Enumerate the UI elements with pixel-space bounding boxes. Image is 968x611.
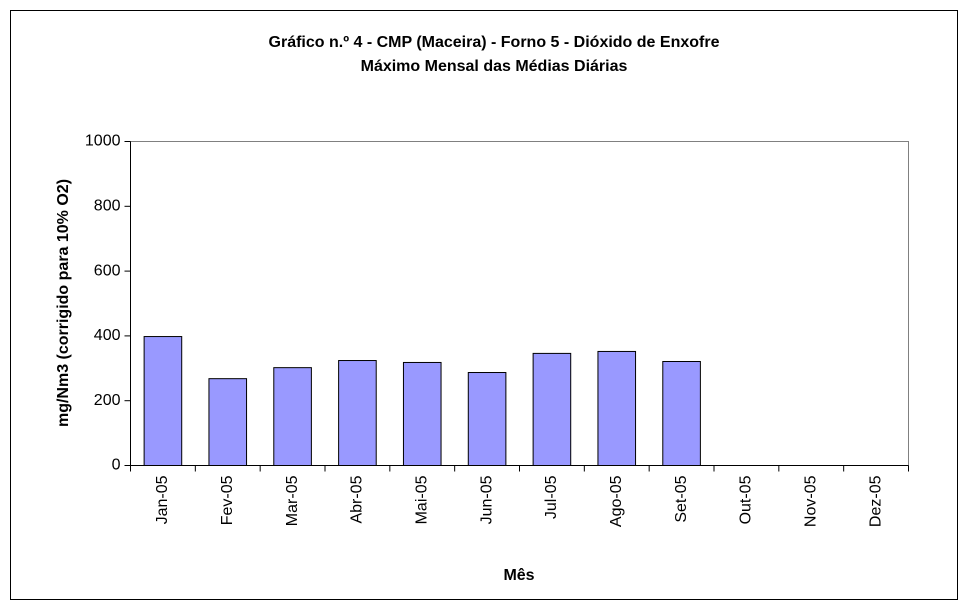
- bar: [402, 361, 442, 466]
- y-tick-label: 1000: [85, 133, 121, 150]
- x-axis-label: Mês: [503, 567, 534, 584]
- x-tick-label: Jun-05: [478, 475, 495, 524]
- x-tick-label: Set-05: [673, 475, 690, 522]
- x-tick-label: Jan-05: [154, 475, 171, 524]
- y-tick-label: 800: [94, 198, 121, 215]
- y-tick-label: 600: [94, 262, 121, 279]
- bar: [273, 367, 312, 467]
- x-tick-label: Ago-05: [608, 475, 625, 527]
- y-tick-label: 0: [112, 457, 121, 474]
- chart-title: Gráfico n.º 4 - CMP (Maceira) - Forno 5 …: [269, 34, 720, 51]
- bar: [467, 372, 507, 466]
- y-axis-label: mg/Nm3 (corrigido para 10% O2): [55, 179, 72, 427]
- plot-area: [130, 141, 909, 466]
- x-tick-label: Fev-05: [219, 475, 236, 525]
- x-tick-label: Out-05: [738, 475, 755, 524]
- y-tick-label: 400: [94, 327, 121, 344]
- x-tick-label: Jul-05: [543, 475, 560, 519]
- bar: [208, 378, 248, 466]
- chart-subtitle: Máximo Mensal das Médias Diárias: [361, 58, 628, 75]
- x-tick-label: Dez-05: [867, 475, 884, 527]
- x-tick-label: Nov-05: [802, 475, 819, 527]
- x-tick-label: Abr-05: [349, 475, 366, 523]
- bar: [532, 352, 572, 466]
- bar: [597, 350, 637, 466]
- x-tick-label: Mar-05: [284, 475, 301, 526]
- y-tick-label: 200: [94, 392, 121, 409]
- bar: [143, 336, 183, 466]
- bar: [662, 360, 701, 466]
- x-tick-label: Mai-05: [413, 475, 430, 524]
- bar: [338, 360, 377, 466]
